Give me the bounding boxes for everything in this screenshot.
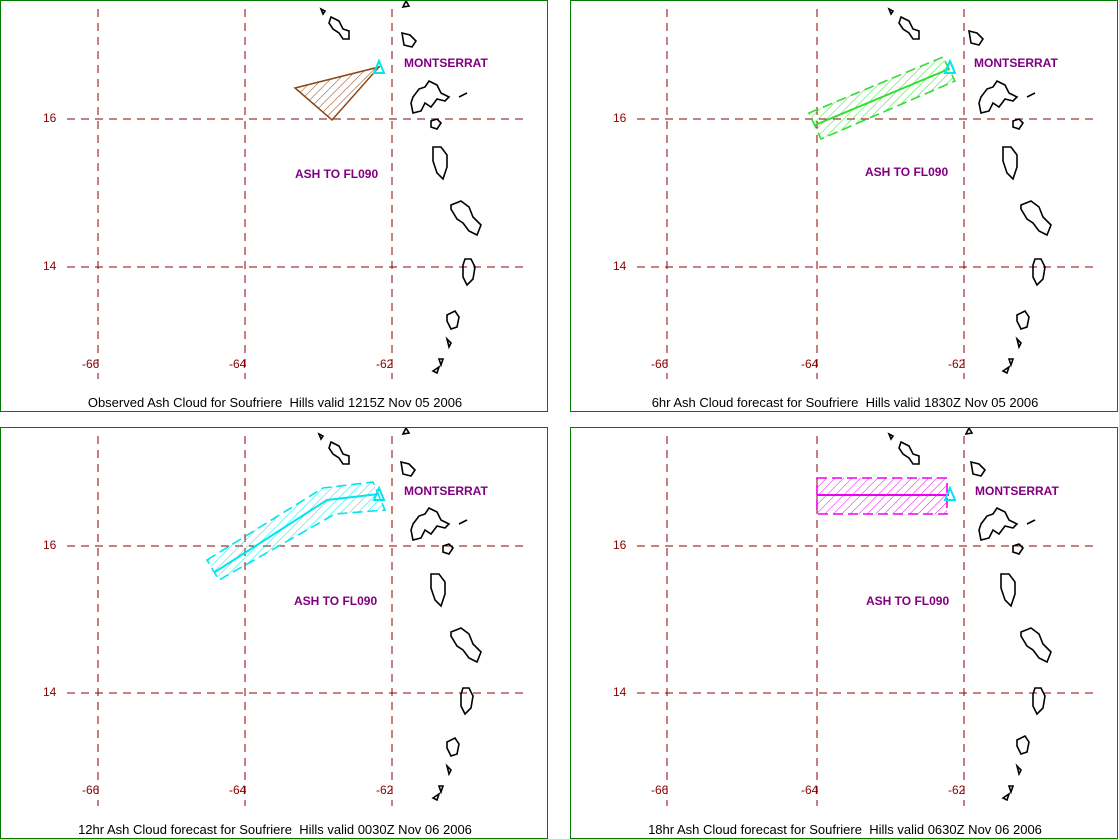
location-label: MONTSERRAT <box>974 56 1058 70</box>
lat-tick-16: 16 <box>613 111 627 125</box>
island-coastlines <box>887 7 1052 375</box>
lat-tick-14: 14 <box>43 259 57 273</box>
location-label: MONTSERRAT <box>404 484 488 498</box>
lat-tick-14: 14 <box>613 685 627 699</box>
map-canvas <box>637 428 1099 806</box>
lat-tick-14: 14 <box>613 259 627 273</box>
lon-tick-66: -66 <box>82 357 100 371</box>
lon-tick-64: -64 <box>801 783 819 797</box>
island-coastlines <box>887 428 1052 802</box>
lon-tick-64: -64 <box>229 357 247 371</box>
map-panel-observed: 16 14 -66 -64 -62 MONTSERRAT ASH TO FL09… <box>0 0 548 412</box>
ash-cloud <box>205 481 387 582</box>
lat-tick-16: 16 <box>613 538 627 552</box>
volcano-marker <box>372 58 386 74</box>
location-label: MONTSERRAT <box>404 56 488 70</box>
map-canvas <box>67 428 529 806</box>
lon-tick-62: -62 <box>948 783 966 797</box>
map-panel-12hr: 16 14 -66 -64 -62 MONTSERRAT ASH TO FL09… <box>0 427 548 839</box>
ash-level-label: ASH TO FL090 <box>294 594 378 608</box>
lon-tick-62: -62 <box>376 783 394 797</box>
map-panel-18hr: 16 14 -66 -64 -62 MONTSERRAT ASH TO FL09… <box>570 427 1118 839</box>
graticule <box>67 9 529 379</box>
ash-level-label: ASH TO FL090 <box>295 167 379 181</box>
lat-tick-16: 16 <box>43 111 57 125</box>
volcano-marker <box>943 58 957 74</box>
map-panel-6hr: 16 14 -66 -64 -62 MONTSERRAT ASH TO FL09… <box>570 0 1118 412</box>
lon-tick-64: -64 <box>801 357 819 371</box>
panel-caption: 12hr Ash Cloud forecast for Soufriere Hi… <box>78 822 472 837</box>
ash-cloud <box>807 55 957 141</box>
map-canvas <box>637 7 1099 379</box>
panel-caption: Observed Ash Cloud for Soufriere Hills v… <box>87 395 463 410</box>
lon-tick-62: -62 <box>376 357 394 371</box>
lon-tick-66: -66 <box>651 783 669 797</box>
lon-tick-62: -62 <box>948 357 966 371</box>
volcano-marker <box>943 485 957 501</box>
graticule <box>67 436 529 806</box>
ash-cloud <box>816 477 949 515</box>
volcano-marker <box>372 485 386 501</box>
graticule <box>637 9 1099 379</box>
lon-tick-66: -66 <box>651 357 669 371</box>
lat-tick-14: 14 <box>43 685 57 699</box>
lon-tick-64: -64 <box>229 783 247 797</box>
lat-tick-16: 16 <box>43 538 57 552</box>
island-coastlines <box>319 1 482 375</box>
lon-tick-66: -66 <box>82 783 100 797</box>
ash-cloud <box>293 65 382 122</box>
panel-caption: 6hr Ash Cloud forecast for Soufriere Hil… <box>651 395 1039 410</box>
island-coastlines <box>317 428 482 802</box>
ash-level-label: ASH TO FL090 <box>865 165 949 179</box>
panel-caption: 18hr Ash Cloud forecast for Soufriere Hi… <box>648 822 1042 837</box>
location-label: MONTSERRAT <box>975 484 1059 498</box>
map-canvas <box>67 1 529 379</box>
ash-level-label: ASH TO FL090 <box>866 594 950 608</box>
